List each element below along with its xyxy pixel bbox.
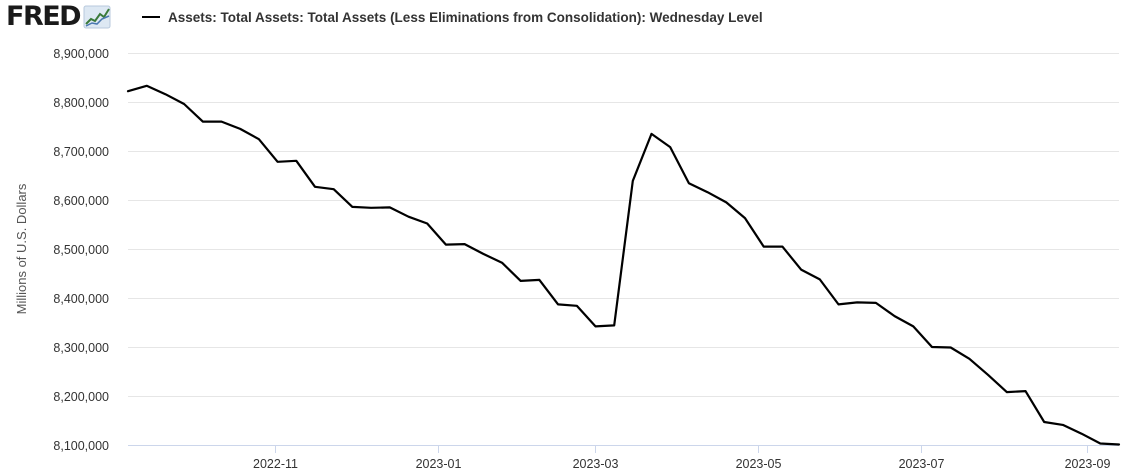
chart-header: FRED Assets: Total Assets: Total Assets … xyxy=(0,0,1136,34)
y-axis-tick-labels: 8,100,000 8,200,000 8,300,000 8,400,000 8,50… xyxy=(53,47,109,453)
y-tick-label: 8,500,000 xyxy=(53,243,109,257)
line-chart-icon xyxy=(83,5,111,29)
y-tick-label: 8,100,000 xyxy=(53,439,109,453)
x-tick-label: 2023-09 xyxy=(1065,457,1111,471)
logo-text: FRED xyxy=(6,1,82,32)
x-tick-label: 2023-05 xyxy=(736,457,782,471)
grid-lines xyxy=(128,53,1119,397)
y-tick-label: 8,700,000 xyxy=(53,145,109,159)
series-line[interactable] xyxy=(126,84,1121,446)
x-tick-label: 2023-01 xyxy=(416,457,462,471)
legend-swatch xyxy=(142,16,160,18)
y-tick-label: 8,400,000 xyxy=(53,292,109,306)
y-tick-label: 8,600,000 xyxy=(53,194,109,208)
y-axis-title: Millions of U.S. Dollars xyxy=(14,183,29,314)
y-tick-label: 8,900,000 xyxy=(53,47,109,61)
y-tick-label: 8,200,000 xyxy=(53,390,109,404)
x-tick-label: 2023-07 xyxy=(899,457,945,471)
y-tick-label: 8,800,000 xyxy=(53,96,109,110)
y-tick-label: 8,300,000 xyxy=(53,341,109,355)
fred-logo[interactable]: FRED xyxy=(6,2,111,32)
x-axis-tick-labels: 2022-11 2023-01 2023-03 2023-05 2023-07 2023-… xyxy=(253,457,1110,471)
x-tick-label: 2022-11 xyxy=(253,457,298,471)
x-tick-label: 2023-03 xyxy=(573,457,619,471)
x-axis xyxy=(128,445,1119,453)
chart-legend[interactable]: Assets: Total Assets: Total Assets (Less… xyxy=(142,7,763,27)
legend-series-name: Assets: Total Assets: Total Assets (Less… xyxy=(168,9,763,25)
